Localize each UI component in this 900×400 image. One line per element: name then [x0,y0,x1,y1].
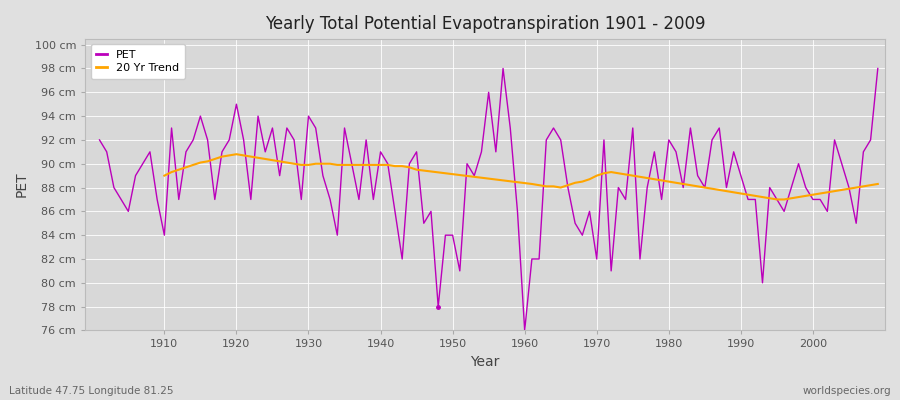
20 Yr Trend [231,152,242,157]
Text: Latitude 47.75 Longitude 81.25: Latitude 47.75 Longitude 81.25 [9,386,174,396]
Line: PET: PET [100,68,878,330]
20 Yr Trend [872,182,883,186]
Legend: PET, 20 Yr Trend: PET, 20 Yr Trend [91,44,184,79]
Line: 20 Yr Trend: 20 Yr Trend [165,154,878,200]
20 Yr Trend [771,197,782,202]
Y-axis label: PET: PET [15,172,29,197]
Text: worldspecies.org: worldspecies.org [803,386,891,396]
20 Yr Trend [159,173,170,178]
20 Yr Trend [346,162,357,167]
20 Yr Trend [354,162,364,167]
20 Yr Trend [850,185,861,190]
PET [620,197,631,202]
20 Yr Trend [577,179,588,184]
PET [152,197,163,202]
20 Yr Trend [267,158,278,162]
PET [94,138,105,142]
20 Yr Trend [375,162,386,167]
PET [534,256,544,261]
X-axis label: Year: Year [471,355,500,369]
Title: Yearly Total Potential Evapotranspiration 1901 - 2009: Yearly Total Potential Evapotranspiratio… [265,15,706,33]
PET [498,66,508,71]
PET [519,328,530,333]
PET [354,197,364,202]
PET [310,126,321,130]
PET [872,66,883,71]
PET [526,256,537,261]
